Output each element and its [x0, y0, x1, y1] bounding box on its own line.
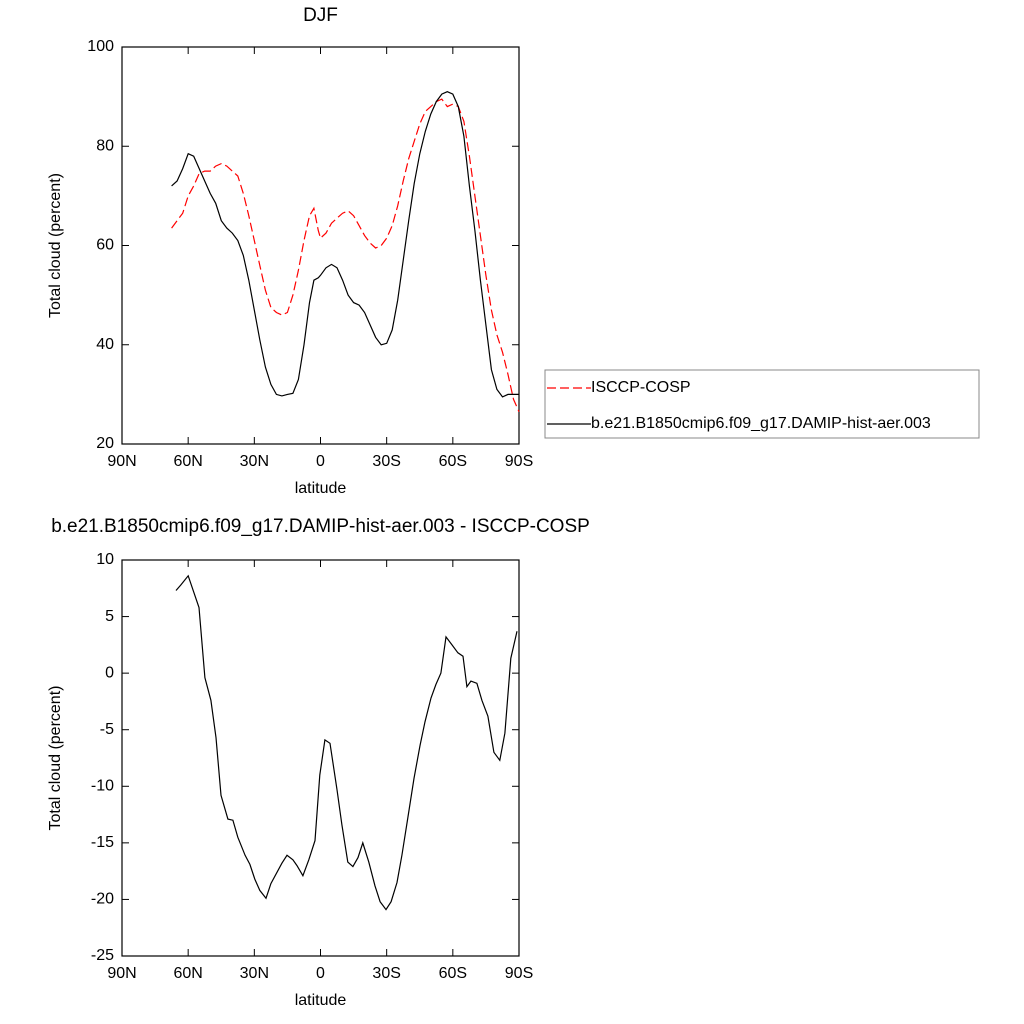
legend-label: b.e21.B1850cmip6.f09_g17.DAMIP-hist-aer.… [591, 415, 931, 432]
y-tick-label: -20 [91, 891, 114, 908]
y-tick-label: -5 [100, 721, 114, 738]
y-tick-label: 40 [96, 336, 114, 353]
chart-title: DJF [303, 5, 338, 26]
y-tick-label: -25 [91, 947, 114, 964]
x-tick-label: 60N [173, 453, 202, 470]
y-axis-label: Total cloud (percent) [47, 173, 64, 318]
x-tick-label: 90N [107, 965, 136, 982]
y-axis-label: Total cloud (percent) [47, 686, 64, 831]
y-tick-label: -15 [91, 834, 114, 851]
y-tick-label: 5 [105, 608, 114, 625]
y-tick-label: 20 [96, 435, 114, 452]
data-line [171, 98, 520, 412]
x-tick-label: 0 [316, 453, 325, 470]
x-tick-label: 30S [372, 453, 400, 470]
y-tick-label: 0 [105, 664, 114, 681]
chart-title: b.e21.B1850cmip6.f09_g17.DAMIP-hist-aer.… [51, 516, 590, 537]
legend-label: ISCCP-COSP [591, 379, 691, 396]
x-tick-label: 90N [107, 453, 136, 470]
x-tick-label: 90S [505, 965, 533, 982]
x-tick-label: 30S [372, 965, 400, 982]
legend-box [544, 369, 980, 439]
x-tick-label: 0 [316, 965, 325, 982]
plot-frame [121, 46, 520, 445]
y-tick-label: 80 [96, 137, 114, 154]
data-line [175, 574, 518, 911]
plot-frame [121, 559, 520, 957]
y-tick-label: -10 [91, 778, 114, 795]
x-axis-label: latitude [295, 480, 347, 497]
x-tick-label: 90S [505, 453, 533, 470]
data-line [171, 91, 519, 398]
x-tick-label: 60S [439, 965, 467, 982]
x-tick-label: 30N [240, 965, 269, 982]
y-tick-label: 10 [96, 551, 114, 568]
x-axis-label: latitude [295, 992, 347, 1009]
x-tick-label: 60S [439, 453, 467, 470]
y-tick-label: 60 [96, 237, 114, 254]
x-tick-label: 30N [240, 453, 269, 470]
y-tick-label: 100 [87, 38, 114, 55]
x-tick-label: 60N [173, 965, 202, 982]
